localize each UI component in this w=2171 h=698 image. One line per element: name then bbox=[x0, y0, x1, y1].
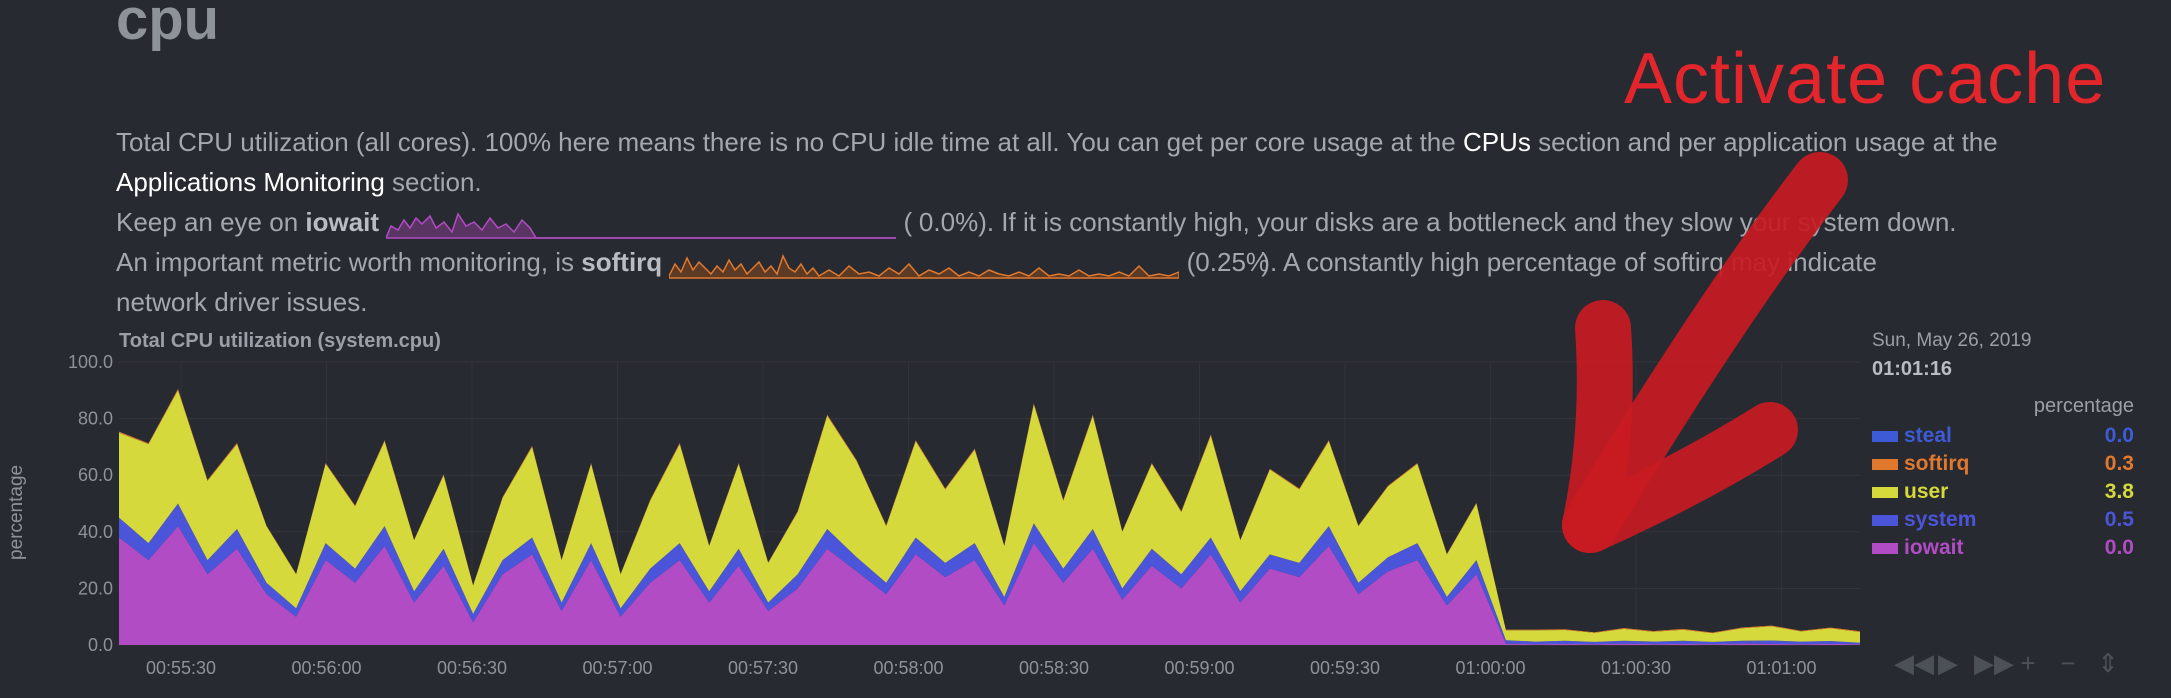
legend-item-label: iowait bbox=[1904, 536, 1964, 559]
series-area-system bbox=[119, 503, 1860, 645]
legend-date: Sun, May 26, 2019 bbox=[1872, 330, 2032, 351]
legend-swatch bbox=[1872, 542, 1898, 554]
fast-forward-icon[interactable]: ▶▶ bbox=[1974, 648, 2014, 678]
page-title: cpu bbox=[116, 0, 220, 52]
cpus-link[interactable]: CPUs bbox=[1462, 127, 1531, 157]
x-tick-label: 00:56:30 bbox=[437, 658, 507, 678]
legend-item-steal[interactable]: steal 0.0 bbox=[1872, 422, 2134, 450]
y-tick-label: 20.0 bbox=[78, 578, 113, 598]
legend-item-user[interactable]: user 3.8 bbox=[1872, 478, 2134, 506]
legend-item-label: system bbox=[1904, 508, 1977, 531]
rewind-icon[interactable]: ◀◀ bbox=[1894, 648, 1934, 678]
desc-text: An important metric worth monitoring, is bbox=[116, 247, 582, 277]
y-tick-label: 100.0 bbox=[68, 352, 113, 372]
x-tick-label: 00:55:30 bbox=[146, 658, 216, 678]
legend-item-system[interactable]: system 0.5 bbox=[1872, 506, 2134, 534]
zoom-out-icon[interactable]: − bbox=[2060, 648, 2076, 678]
x-tick-label: 00:58:00 bbox=[873, 658, 943, 678]
annotation-arrow bbox=[1562, 152, 1848, 553]
x-tick-label: 01:00:30 bbox=[1601, 658, 1671, 678]
series-area-user bbox=[119, 390, 1860, 643]
y-tick-label: 40.0 bbox=[78, 522, 113, 542]
legend-item-softirq[interactable]: softirq 0.3 bbox=[1872, 450, 2134, 478]
x-tick-label: 00:58:30 bbox=[1019, 658, 1089, 678]
legend-item-value: 0.0 bbox=[2104, 424, 2134, 447]
legend-item-label: steal bbox=[1904, 424, 1952, 447]
legend-swatch bbox=[1872, 430, 1898, 442]
chart-title: Total CPU utilization (system.cpu) bbox=[119, 330, 441, 352]
annotation-text: Activate cache bbox=[1624, 39, 2107, 119]
legend-swatch bbox=[1872, 486, 1898, 498]
desc-text: network driver issues. bbox=[116, 287, 368, 317]
x-tick-label: 00:59:30 bbox=[1310, 658, 1380, 678]
softirq-label: softirq bbox=[581, 247, 663, 277]
desc-text: Total CPU utilization (all cores). 100% … bbox=[116, 127, 1463, 157]
series-area-iowait bbox=[119, 526, 1860, 645]
play-icon[interactable]: ▶ bbox=[1938, 648, 1958, 678]
legend-swatch bbox=[1872, 514, 1898, 526]
desc-text: section and per application usage at the bbox=[1530, 127, 1998, 157]
legend-item-value: 0.3 bbox=[2104, 452, 2134, 475]
annotation-arrow-head-right bbox=[1562, 402, 1798, 553]
softirq-sparkline bbox=[669, 254, 1180, 279]
legend-item-value: 0.0 bbox=[2104, 536, 2134, 559]
iowait-label: iowait bbox=[305, 207, 380, 237]
y-tick-label: 0.0 bbox=[88, 635, 113, 655]
chart-legend: Sun, May 26, 2019 01:01:16 percentage st… bbox=[1872, 330, 2134, 562]
iowait-sparkline bbox=[386, 212, 897, 239]
chart-description: Total CPU utilization (all cores). 100% … bbox=[116, 127, 1998, 317]
y-tick-label: 60.0 bbox=[78, 465, 113, 485]
x-tick-label: 01:01:00 bbox=[1746, 658, 1816, 678]
legend-item-value: 0.5 bbox=[2104, 508, 2134, 531]
x-tick-label: 01:00:00 bbox=[1455, 658, 1525, 678]
x-tick-label: 00:56:00 bbox=[291, 658, 361, 678]
chart-toolbar: ◀◀ ▶ ▶▶ + − ⇕ bbox=[1894, 648, 2122, 679]
resize-icon[interactable]: ⇕ bbox=[2097, 648, 2119, 678]
legend-swatch bbox=[1872, 458, 1898, 470]
legend-item-label: user bbox=[1904, 480, 1949, 503]
x-tick-label: 00:57:30 bbox=[728, 658, 798, 678]
softirq-value: 0.25% bbox=[1195, 247, 1270, 277]
legend-item-label: softirq bbox=[1904, 452, 1970, 475]
desc-text: section. bbox=[384, 167, 482, 197]
desc-text: Keep an eye on bbox=[116, 207, 306, 237]
applications-monitoring-link[interactable]: Applications Monitoring bbox=[116, 167, 385, 197]
legend-item-value: 3.8 bbox=[2104, 480, 2134, 503]
x-tick-label: 00:57:00 bbox=[582, 658, 652, 678]
zoom-in-icon[interactable]: + bbox=[2020, 648, 2036, 678]
iowait-value: 0.0% bbox=[918, 207, 979, 237]
legend-time: 01:01:16 bbox=[1872, 358, 1953, 380]
legend-item-iowait[interactable]: iowait 0.0 bbox=[1872, 534, 2134, 562]
y-tick-label: 80.0 bbox=[78, 409, 113, 429]
x-tick-label: 00:59:00 bbox=[1164, 658, 1234, 678]
legend-units: percentage bbox=[2033, 395, 2134, 417]
